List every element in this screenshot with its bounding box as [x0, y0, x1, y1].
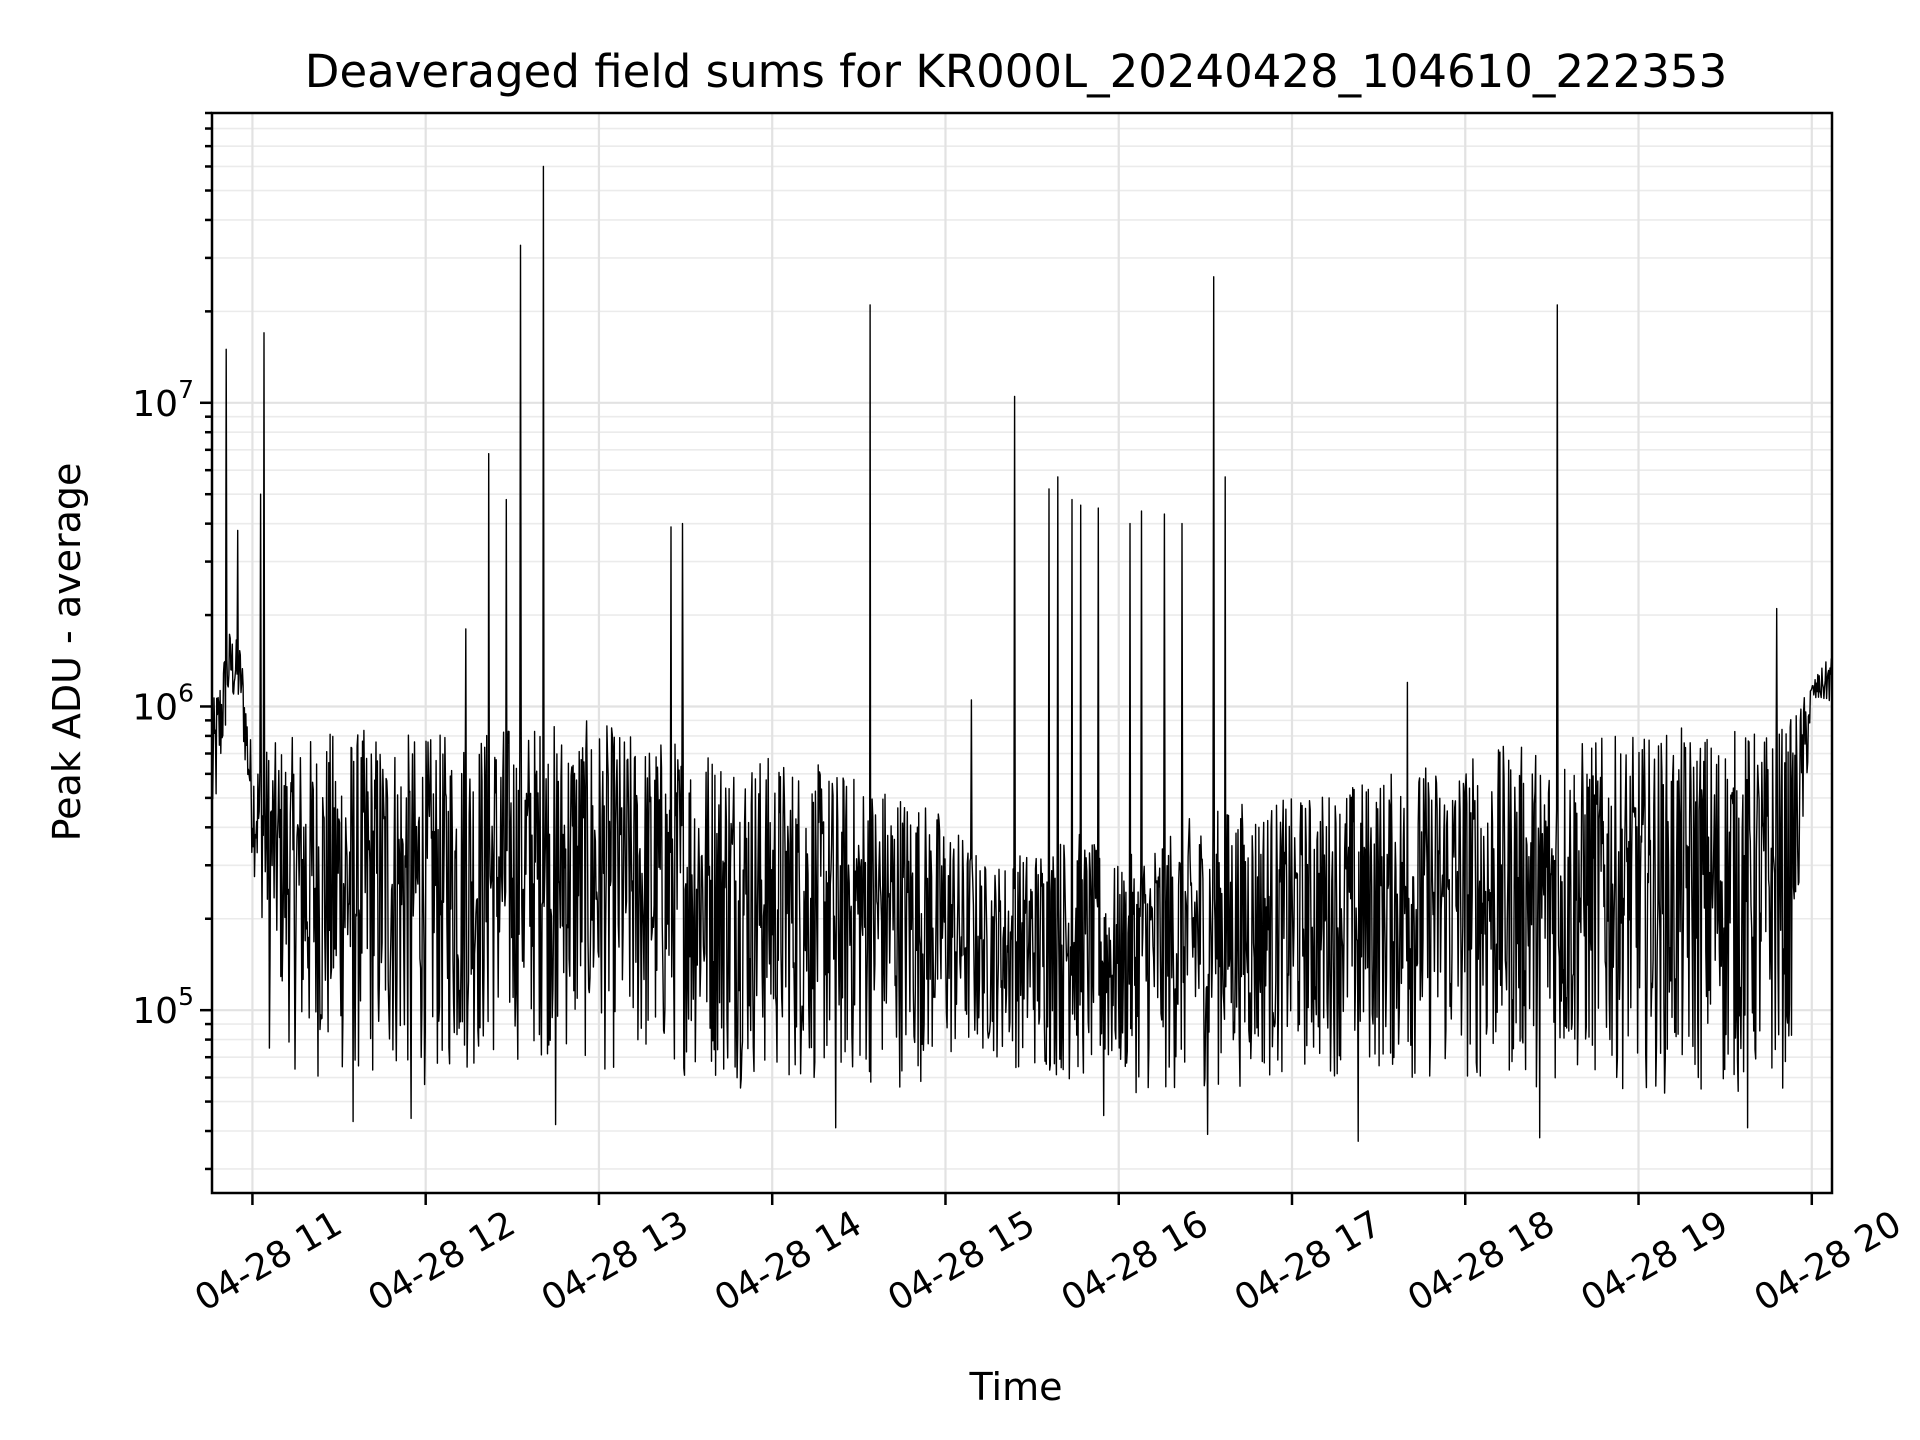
y-tick-label-exponent: 5 — [178, 982, 194, 1011]
series-layer — [211, 165, 1833, 1142]
y-tick-label-base: 10 — [132, 384, 178, 425]
plot-frame — [210, 111, 1834, 1195]
y-tick-label: 107 — [132, 375, 194, 425]
y-tick-label-base: 10 — [132, 687, 178, 728]
series-line — [211, 165, 1833, 1142]
x-axis-label: Time — [969, 1365, 1063, 1409]
y-tick-label-exponent: 6 — [178, 678, 194, 707]
y-tick-label-base: 10 — [132, 991, 178, 1032]
y-tick-label: 105 — [132, 982, 194, 1032]
y-tick-label-exponent: 7 — [178, 375, 194, 404]
y-tick-label: 106 — [132, 678, 194, 728]
y-axis-label: Peak ADU - average — [45, 463, 89, 842]
chart-title: Deaveraged field sums for KR000L_2024042… — [305, 45, 1727, 98]
